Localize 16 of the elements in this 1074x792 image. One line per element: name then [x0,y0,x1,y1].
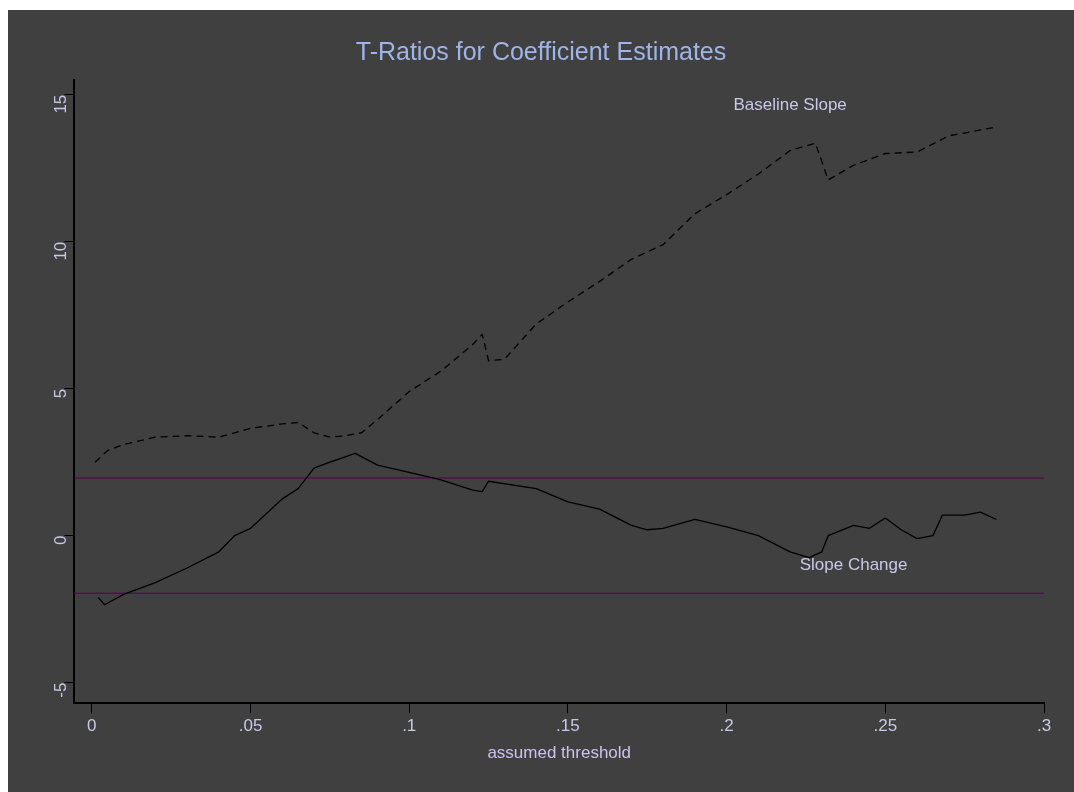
x-tick-label: .3 [1036,716,1052,736]
x-tick-label: .25 [873,716,898,736]
chart-title: T-Ratios for Coefficient Estimates [355,36,727,65]
y-tick-label: 0 [51,535,71,546]
y-tick-label: -5 [51,682,71,698]
x-tick-label: 0 [87,716,97,736]
x-tick-label: .15 [556,716,580,736]
y-tick-label: 5 [51,388,71,399]
y-tick-label: 10 [51,241,71,261]
text: Baseline Slope [733,95,847,115]
y-tick-label: 15 [51,94,71,114]
x-tick-label: .1 [402,716,417,736]
x-axis-title: assumed threshold [487,743,632,763]
x-tick-label: .05 [238,716,263,736]
x-tick-label: .2 [719,716,734,736]
series-label: Slope Change [799,555,908,575]
